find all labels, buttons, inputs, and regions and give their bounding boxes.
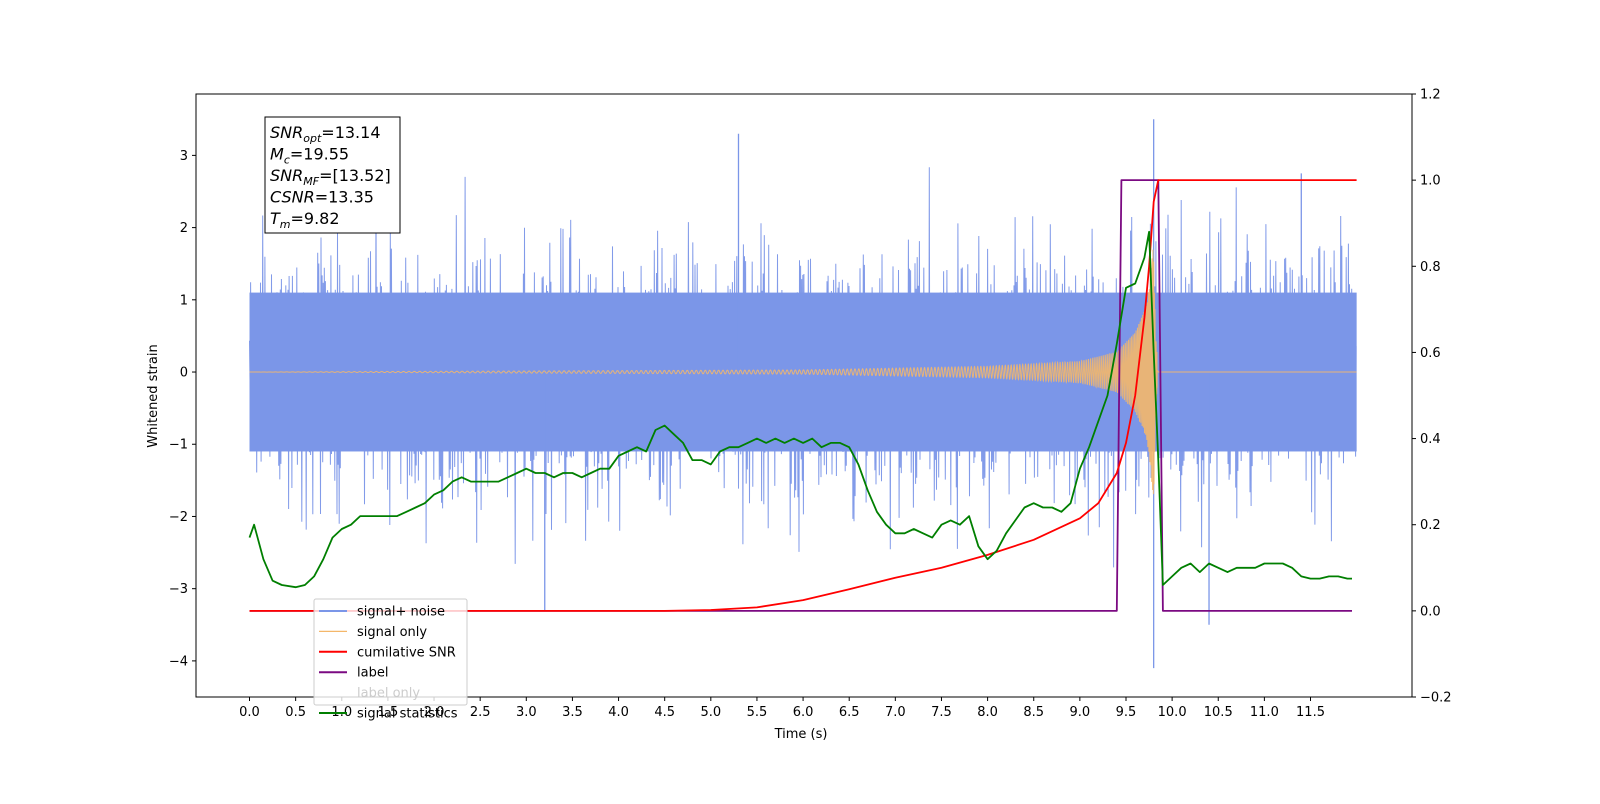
y-right-tick-label: 0.2 [1420, 518, 1441, 533]
x-axis-label: Time (s) [774, 727, 828, 742]
signal-statistics-line [248, 230, 1352, 589]
x-tick-label: 2.0 [424, 705, 445, 720]
stats-annotation-box: SNRopt=13.14Mc=19.55SNRMF=[13.52]CSNR=13… [264, 116, 401, 234]
right-axis-series [248, 179, 1357, 612]
x-tick-label: 9.5 [1116, 705, 1137, 720]
annotation-line: SNRMF=[13.52] [270, 166, 391, 188]
annotation-frame [264, 116, 401, 234]
x-tick-label: 7.0 [885, 705, 906, 720]
x-tick-label: 11.0 [1250, 705, 1279, 720]
x-tick-label: 10.0 [1158, 705, 1187, 720]
y-left-tick-label: 2 [180, 221, 188, 236]
legend-label: signal only [357, 625, 427, 640]
x-tick-label: 11.5 [1296, 705, 1325, 720]
y-right-tick-label: 1.0 [1420, 174, 1441, 189]
signal-only-series [249, 249, 1357, 495]
x-tick-label: 0.5 [285, 705, 306, 720]
x-tick-label: 9.0 [1070, 705, 1091, 720]
x-tick-label: 5.0 [700, 705, 721, 720]
cumilative-snr-line [249, 179, 1357, 612]
y-right-tick-label: 0.8 [1420, 260, 1441, 275]
y-left-tick-label: 1 [180, 293, 188, 308]
annotation-line: CSNR=13.35 [270, 188, 374, 207]
plot-frame [195, 93, 1413, 698]
y-right-tick-label: 0.4 [1420, 432, 1441, 447]
y-right-tick-label: −0.2 [1420, 691, 1452, 706]
x-tick-label: 3.5 [562, 705, 583, 720]
y-right-tick-label: 1.2 [1420, 88, 1441, 103]
legend-label: signal statistics [357, 707, 458, 722]
legend-label: cumilative SNR [357, 645, 456, 660]
legend-frame [313, 598, 468, 706]
y-left-tick-label: 3 [180, 149, 188, 164]
legend: signal+ noise signal only cumilative SNR la… [313, 598, 468, 722]
x-tick-label: 1.5 [378, 705, 399, 720]
y-axis-left-label: Whitened strain [146, 344, 161, 447]
x-tick-label: 7.5 [931, 705, 952, 720]
x-tick-label: 2.5 [470, 705, 491, 720]
annotation-line: SNRopt=13.14 [270, 123, 381, 145]
x-tick-label: 8.0 [977, 705, 998, 720]
y-left-tick-label: −1 [169, 438, 188, 453]
legend-label: signal+ noise [357, 605, 445, 620]
legend-label: label [357, 666, 388, 681]
y-right-tick-label: 0.6 [1420, 346, 1441, 361]
y-left-tick-label: −2 [169, 510, 188, 525]
y-axis-left: −4 −3 −2 −1 0 1 2 3 [169, 149, 196, 669]
x-tick-label: 8.5 [1023, 705, 1044, 720]
y-left-tick-label: 0 [180, 366, 188, 381]
x-tick-label: 4.5 [654, 705, 675, 720]
y-axis-right: −0.2 0.0 0.2 0.4 0.6 0.8 1.0 1.2 [1412, 88, 1452, 706]
x-tick-label: 5.5 [747, 705, 768, 720]
x-tick-label: 3.0 [516, 705, 537, 720]
x-tick-label: 6.0 [793, 705, 814, 720]
label-line [249, 179, 1352, 612]
x-tick-label: 0.0 [239, 705, 260, 720]
legend-label: label only [357, 686, 420, 701]
x-tick-label: 6.5 [839, 705, 860, 720]
annotation-line: Mc=19.55 [270, 145, 349, 167]
plot-area [248, 119, 1357, 669]
x-axis: 0.0 0.5 1.0 1.5 2.0 2.5 3.0 3.5 4.0 4.5 5.0 5.5 6.0 6… [239, 697, 1325, 720]
y-right-tick-label: 0.0 [1420, 604, 1441, 619]
y-left-tick-label: −3 [169, 582, 188, 597]
y-left-tick-label: −4 [169, 654, 188, 669]
x-tick-label: 10.5 [1204, 705, 1233, 720]
annotation-line: Tm=9.82 [270, 209, 340, 231]
signal-only-trace [249, 249, 1357, 495]
x-tick-label: 4.0 [608, 705, 629, 720]
